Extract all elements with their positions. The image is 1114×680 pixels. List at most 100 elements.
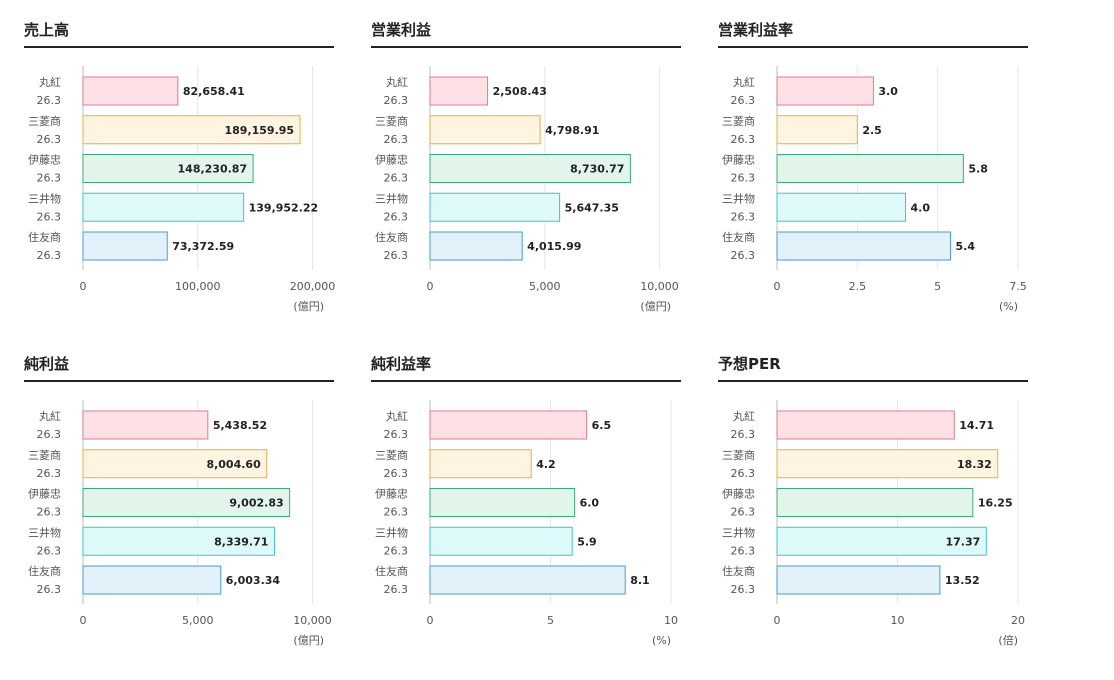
category-label: 三菱商 [375, 114, 408, 128]
panel-title: 営業利益 [371, 18, 681, 48]
category-label: 伊藤忠 [722, 154, 755, 167]
category-sublabel: 26.3 [37, 94, 62, 107]
category-label: 丸紅 [733, 410, 755, 423]
panel-title: 純利益 [24, 352, 334, 382]
bar [776, 231, 952, 261]
panel-operating-margin: 営業利益率 丸紅 26.3 3.0 三菱商 26.3 2.5 伊藤忠 26.3 5.8 三井物 26… [718, 0, 1028, 313]
bar [776, 192, 907, 222]
bar [776, 76, 874, 106]
bar [82, 115, 301, 145]
bar [776, 115, 858, 145]
bar [776, 488, 974, 517]
category-label: 三井物 [375, 525, 408, 539]
unit-label: (億円) [640, 300, 671, 313]
panel-operating-profit: 営業利益 丸紅 26.3 2,508.43 三菱商 26.3 4,798.91 伊藤忠 26.… [371, 0, 681, 313]
x-tick-label: 100,000 [175, 280, 221, 293]
value-label: 189,159.95 [224, 124, 294, 137]
panel-title: 予想PER [718, 352, 1028, 382]
unit-label: (倍) [998, 633, 1018, 647]
bar [429, 410, 588, 440]
value-label: 6.0 [580, 497, 600, 510]
x-tick-label: 7.5 [1009, 280, 1027, 293]
value-label: 4,798.91 [545, 124, 599, 137]
value-label: 16.25 [978, 497, 1013, 510]
category-label: 三井物 [722, 191, 755, 205]
value-label: 5,438.52 [213, 419, 267, 432]
category-sublabel: 26.3 [731, 94, 756, 107]
x-tick-label: 0 [427, 614, 434, 627]
x-tick-label: 0 [427, 280, 434, 293]
category-label: 伊藤忠 [28, 488, 61, 501]
value-label: 2.5 [862, 124, 882, 137]
bar [82, 231, 168, 261]
panel-net-profit: 純利益 丸紅 26.3 5,438.52 三菱商 26.3 8,004.60 伊藤忠 26.3… [24, 334, 334, 647]
value-label: 2,508.43 [493, 85, 547, 98]
category-sublabel: 26.3 [731, 210, 756, 223]
bar [429, 449, 532, 479]
category-label: 丸紅 [39, 410, 61, 423]
value-label: 9,002.83 [229, 497, 283, 510]
category-label: 伊藤忠 [28, 154, 61, 167]
bar [82, 76, 179, 106]
bar [429, 488, 576, 517]
value-label: 8,339.71 [214, 535, 268, 548]
category-sublabel: 26.3 [37, 544, 62, 557]
category-label: 住友商 [375, 564, 408, 578]
x-tick-label: 5 [547, 614, 554, 627]
bar [776, 565, 941, 595]
x-tick-label: 10 [664, 614, 678, 627]
category-label: 住友商 [28, 230, 61, 244]
panel-title: 純利益率 [371, 352, 681, 382]
bar [429, 565, 626, 595]
value-label: 148,230.87 [178, 163, 248, 176]
x-tick-label: 10,000 [640, 280, 679, 293]
bar [429, 231, 523, 261]
x-tick-label: 200,000 [290, 280, 336, 293]
category-sublabel: 26.3 [384, 467, 409, 480]
category-sublabel: 26.3 [731, 172, 756, 185]
value-label: 17.37 [946, 535, 981, 548]
category-sublabel: 26.3 [731, 583, 756, 596]
value-label: 5.4 [956, 240, 976, 253]
category-label: 三井物 [28, 525, 61, 539]
category-sublabel: 26.3 [384, 94, 409, 107]
category-sublabel: 26.3 [731, 467, 756, 480]
x-tick-label: 5 [934, 280, 941, 293]
category-sublabel: 26.3 [384, 544, 409, 557]
bar [776, 449, 999, 479]
category-label: 住友商 [722, 230, 755, 244]
category-sublabel: 26.3 [731, 428, 756, 441]
panel-title: 営業利益率 [718, 18, 1028, 48]
category-label: 三井物 [28, 191, 61, 205]
category-sublabel: 26.3 [384, 506, 409, 519]
value-label: 5.9 [577, 535, 597, 548]
value-label: 8.1 [630, 574, 650, 587]
category-sublabel: 26.3 [37, 506, 62, 519]
category-label: 丸紅 [386, 410, 408, 423]
x-tick-label: 0 [80, 280, 87, 293]
value-label: 14.71 [959, 419, 994, 432]
x-tick-label: 5,000 [182, 614, 214, 627]
x-tick-label: 0 [774, 280, 781, 293]
value-label: 8,730.77 [570, 163, 624, 176]
category-sublabel: 26.3 [731, 133, 756, 146]
x-tick-label: 0 [80, 614, 87, 627]
category-label: 伊藤忠 [375, 154, 408, 167]
category-sublabel: 26.3 [384, 133, 409, 146]
x-tick-label: 10 [891, 614, 905, 627]
category-sublabel: 26.3 [384, 428, 409, 441]
category-sublabel: 26.3 [384, 172, 409, 185]
bar [429, 76, 489, 106]
chart-net-margin: 丸紅 26.3 6.5 三菱商 26.3 4.2 伊藤忠 26.3 6.0 三井物 26.3 5.9 住… [375, 400, 678, 647]
category-label: 伊藤忠 [722, 488, 755, 501]
category-sublabel: 26.3 [384, 249, 409, 262]
bar [776, 526, 987, 556]
bar [429, 526, 573, 556]
category-sublabel: 26.3 [731, 249, 756, 262]
value-label: 139,952.22 [249, 201, 319, 214]
panel-title: 売上高 [24, 18, 334, 48]
category-label: 住友商 [28, 564, 61, 578]
x-tick-label: 20 [1011, 614, 1025, 627]
chart-net-profit: 丸紅 26.3 5,438.52 三菱商 26.3 8,004.60 伊藤忠 26.3 9,00… [28, 400, 332, 647]
category-sublabel: 26.3 [37, 249, 62, 262]
